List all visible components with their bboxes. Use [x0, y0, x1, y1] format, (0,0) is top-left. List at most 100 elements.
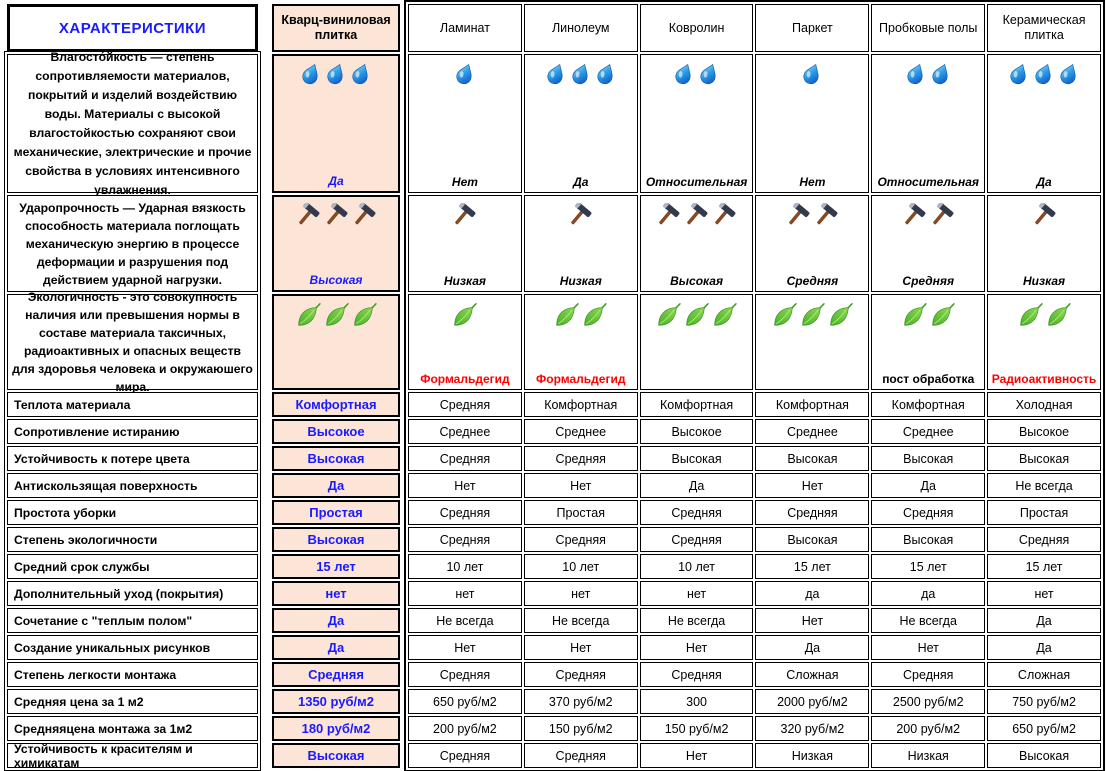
- value-cell: Да: [639, 473, 754, 498]
- value-cell: Средняя: [639, 500, 754, 525]
- water-drop-icon: [700, 64, 716, 85]
- eco-friendliness-cell: Формальдегид: [523, 294, 638, 390]
- moisture-resistance-cell: Нет: [408, 54, 522, 193]
- value-cell: 15 лет: [755, 554, 870, 579]
- quartz-value: Да: [272, 608, 400, 633]
- icon-group: [785, 203, 840, 230]
- eco-friendliness-cell: пост обработка: [871, 294, 986, 390]
- quartz-value: Комфортная: [272, 392, 400, 417]
- impact-resistance-rating-label: Низкая: [1023, 274, 1066, 288]
- water-drop-icon: [597, 64, 613, 85]
- value-cell: Среднее: [871, 419, 986, 444]
- value-cell: Не всегда: [408, 608, 522, 633]
- impact-resistance-rating-label: Средняя: [786, 274, 839, 288]
- eco-friendliness-rating-label: Формальдегид: [536, 372, 626, 386]
- table-row: Среднее Среднее Высокое Среднее Среднее Высок…: [408, 419, 1101, 444]
- hammer-icon: [789, 203, 810, 225]
- moisture-resistance-rating-label: Да: [1036, 175, 1052, 189]
- hammer-icon: [715, 203, 736, 225]
- row-label: Антискользящая поверхность: [7, 473, 258, 498]
- icon-group: [771, 302, 854, 329]
- table-row: Средняя Комфортная Комфортная Комфортная Ком…: [408, 392, 1101, 417]
- value-cell: Средняя: [408, 662, 522, 687]
- material-column-header: Паркет: [755, 4, 870, 52]
- icon-group: [1007, 62, 1081, 86]
- characteristics-panel: ХАРАКТЕРИСТИКИ Влагосто́йкость — степень…: [4, 4, 261, 771]
- table-row: Не всегда Не всегда Не всегда Нет Не всегда Д…: [408, 608, 1101, 633]
- quartz-value: Да: [272, 635, 400, 660]
- impact-resistance-rating-label: Низкая: [559, 274, 602, 288]
- quartz-eco-friendliness-cell: [272, 294, 400, 390]
- value-cell: Среднее: [523, 419, 638, 444]
- water-drop-icon: [1060, 64, 1076, 85]
- value-cell: Низкая: [755, 743, 870, 768]
- row-label: Средняяцена монтажа за 1м2: [7, 716, 258, 741]
- value-cell: 650 руб/м2: [987, 716, 1101, 741]
- table-row: Нет Нет Да Нет Да Не всегда: [408, 473, 1101, 498]
- icon-group: [1017, 302, 1072, 329]
- value-cell: 370 руб/м2: [523, 689, 638, 714]
- quartz-value: Простая: [272, 500, 400, 525]
- value-cell: Средняя: [987, 527, 1101, 552]
- icon-group: [451, 302, 478, 329]
- value-cell: Высокая: [871, 527, 986, 552]
- table-row: 200 руб/м2 150 руб/м2 150 руб/м2 320 руб/м2…: [408, 716, 1101, 741]
- leaf-icon: [658, 303, 681, 326]
- characteristics-title: ХАРАКТЕРИСТИКИ: [7, 4, 258, 52]
- hammer-icon: [659, 203, 680, 225]
- icon-group: [901, 203, 956, 230]
- row-label: Создание уникальных рисунков: [7, 635, 258, 660]
- hammer-icon: [326, 203, 347, 225]
- value-cell: Нет: [523, 635, 638, 660]
- value-cell: Среднее: [408, 419, 522, 444]
- value-cell: Высокое: [987, 419, 1101, 444]
- value-cell: Средняя: [523, 446, 638, 471]
- value-cell: Нет: [523, 473, 638, 498]
- impact-resistance-cell: Низкая: [523, 195, 638, 292]
- value-cell: Нет: [639, 635, 754, 660]
- table-row: Средняя Средняя Средняя Высокая Высокая Средн…: [408, 527, 1101, 552]
- table-row: 10 лет 10 лет 10 лет 15 лет 15 лет 15 лет: [408, 554, 1101, 579]
- table-row: Средняя Средняя Нет Низкая Низкая Высокая: [408, 743, 1101, 768]
- value-cell: Комфортная: [755, 392, 870, 417]
- impact-resistance-cell: Средняя: [755, 195, 870, 292]
- value-cell: 15 лет: [987, 554, 1101, 579]
- value-cell: Средняя: [639, 662, 754, 687]
- hammer-icon: [354, 203, 375, 225]
- value-cell: Высокая: [755, 446, 870, 471]
- table-row: 650 руб/м2 370 руб/м2 300 2000 руб/м2 2500 р…: [408, 689, 1101, 714]
- value-cell: 2000 руб/м2: [755, 689, 870, 714]
- value-cell: Высокая: [755, 527, 870, 552]
- water-drop-icon: [302, 64, 318, 85]
- eco-friendliness-cell: [755, 294, 870, 390]
- moisture-resistance-cell: Нет: [755, 54, 870, 193]
- value-cell: Средняя: [523, 527, 638, 552]
- impact-resistance-cell: Низкая: [408, 195, 522, 292]
- value-cell: Средняя: [639, 527, 754, 552]
- value-cell: Высокая: [639, 446, 754, 471]
- hammer-icon: [904, 203, 926, 225]
- eco-friendliness-cell: Формальдегид: [408, 294, 522, 390]
- table-row: Средняя Средняя Высокая Высокая Высокая Высок…: [408, 446, 1101, 471]
- water-drop-icon: [456, 64, 472, 85]
- leaf-icon: [325, 303, 349, 326]
- characteristics-title-text: ХАРАКТЕРИСТИКИ: [58, 19, 207, 37]
- hammer-icon: [455, 203, 476, 225]
- row-label: Средний срок службы: [7, 554, 258, 579]
- icon-group: [567, 203, 594, 230]
- icon-group: [904, 62, 953, 86]
- value-cell: Не всегда: [871, 608, 986, 633]
- hammer-icon: [817, 203, 838, 225]
- value-cell: Средняя: [523, 662, 638, 687]
- value-cell: 150 руб/м2: [523, 716, 638, 741]
- value-cell: нет: [408, 581, 522, 606]
- moisture-resistance-cell: Да: [987, 54, 1101, 193]
- value-cell: 200 руб/м2: [408, 716, 522, 741]
- impact-resistance-cell: Средняя: [871, 195, 986, 292]
- water-drop-icon: [1035, 64, 1051, 85]
- impact-resistance-cell: Низкая: [987, 195, 1101, 292]
- quartz-value: Да: [272, 473, 400, 498]
- water-drop-icon: [572, 64, 588, 85]
- icon-group: [295, 302, 378, 329]
